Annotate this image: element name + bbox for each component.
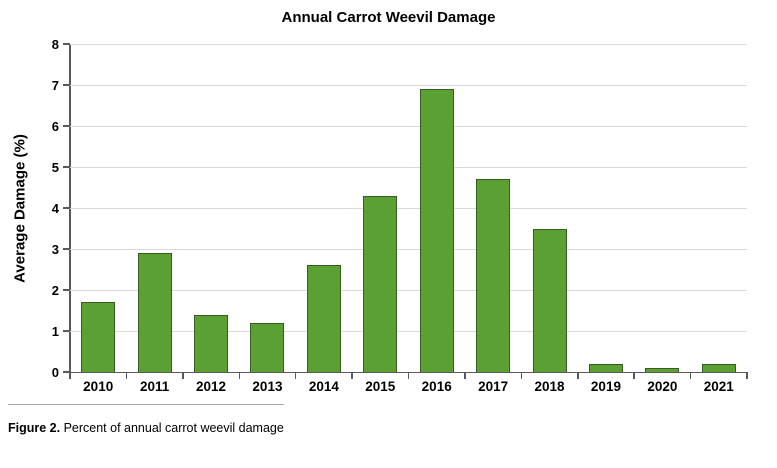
- x-axis-tick-4: [294, 372, 297, 379]
- y-tick-label-5: 5: [51, 159, 59, 175]
- bar-2011: [137, 253, 172, 372]
- x-axis-tick-3: [238, 372, 240, 379]
- figure-caption-text: Percent of annual carrot weevil damage: [60, 421, 284, 435]
- y-tick-label-6: 6: [51, 118, 59, 134]
- gridline-y-2: [70, 289, 747, 291]
- x-axis-tick-0: [69, 372, 71, 379]
- gridline-y-4: [70, 207, 747, 209]
- y-axis-tick-2: [63, 289, 70, 291]
- x-tick-label-2020: 2020: [647, 379, 678, 394]
- x-tick-label-2017: 2017: [478, 379, 509, 394]
- bar-2010: [81, 302, 116, 372]
- y-axis-tick-3: [63, 248, 70, 250]
- x-axis-tick-12: [746, 372, 748, 379]
- x-tick-label-2021: 2021: [703, 379, 734, 394]
- bar-2017: [476, 179, 511, 372]
- y-axis-tick-4: [63, 207, 70, 209]
- bar-2016: [419, 89, 454, 372]
- gridline-y-8: [70, 43, 747, 45]
- bar-2021: [701, 363, 736, 372]
- gridline-y-7: [70, 84, 747, 86]
- x-axis-tick-2: [182, 372, 184, 379]
- x-tick-label-2018: 2018: [534, 379, 565, 394]
- x-axis-tick-1: [125, 372, 128, 379]
- x-axis-tick-9: [577, 372, 579, 379]
- x-tick-label-2012: 2012: [196, 379, 227, 394]
- y-axis-tick-0: [63, 371, 70, 373]
- x-tick-label-2013: 2013: [252, 379, 283, 394]
- x-axis-tick-5: [351, 372, 353, 379]
- bar-2015: [363, 195, 398, 372]
- x-axis-tick-11: [689, 372, 692, 379]
- gridline-y-5: [70, 166, 747, 168]
- y-tick-label-8: 8: [51, 36, 59, 52]
- bar-2013: [250, 322, 285, 372]
- y-axis-tick-5: [63, 166, 70, 168]
- x-axis-tick-8: [520, 372, 523, 379]
- y-axis-tick-8: [63, 43, 70, 45]
- x-tick-label-2015: 2015: [365, 379, 396, 394]
- y-tick-label-0: 0: [51, 364, 59, 380]
- gridline-y-1: [70, 330, 747, 332]
- x-tick-label-2016: 2016: [421, 379, 452, 394]
- x-tick-label-2019: 2019: [590, 379, 621, 394]
- figure-caption: Figure 2. Percent of annual carrot weevi…: [8, 421, 284, 435]
- y-tick-label-7: 7: [51, 77, 59, 93]
- y-tick-label-4: 4: [51, 200, 59, 216]
- bar-2020: [645, 367, 680, 372]
- x-tick-label-2014: 2014: [308, 379, 339, 394]
- figure-caption-label: Figure 2.: [8, 421, 61, 435]
- plot-area: 0 1 2 3 4 5 6 7 8 2010 2011 2012 2013 2014 2015 2016 201…: [52, 38, 748, 394]
- y-tick-label-2: 2: [51, 282, 59, 298]
- bar-2018: [532, 228, 567, 372]
- bar-2019: [588, 363, 623, 372]
- y-axis-tick-6: [63, 125, 70, 127]
- bar-2014: [306, 265, 341, 372]
- x-axis-tick-6: [407, 372, 410, 379]
- x-axis-tick-10: [633, 372, 635, 379]
- caption-divider: [8, 404, 284, 405]
- y-axis-title: Average Damage (%): [11, 134, 29, 283]
- bar-2012: [194, 314, 229, 372]
- y-axis-tick-7: [63, 84, 70, 86]
- x-axis-tick-7: [464, 372, 466, 379]
- x-tick-label-2010: 2010: [83, 379, 114, 394]
- y-tick-label-1: 1: [51, 323, 59, 339]
- y-tick-label-3: 3: [51, 241, 59, 257]
- y-axis-tick-1: [63, 330, 70, 332]
- chart-title: Annual Carrot Weevil Damage: [281, 9, 496, 26]
- x-tick-label-2011: 2011: [139, 379, 170, 394]
- gridline-y-6: [70, 125, 747, 127]
- gridline-y-3: [70, 248, 747, 250]
